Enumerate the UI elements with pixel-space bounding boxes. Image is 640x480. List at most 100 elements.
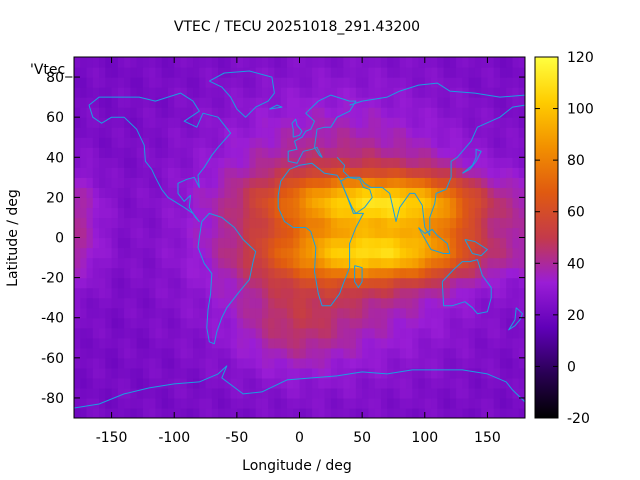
heat-cell <box>124 347 131 359</box>
heat-cell <box>136 87 144 98</box>
heat-cell <box>518 117 525 128</box>
heat-cell <box>224 307 232 319</box>
heat-cell <box>343 67 351 78</box>
heat-cell <box>437 237 445 249</box>
heat-cell <box>318 387 326 399</box>
heat-cell <box>518 367 525 379</box>
heat-cell <box>268 117 276 128</box>
heat-cell <box>105 167 113 178</box>
heat-cell <box>299 217 307 229</box>
heat-cell <box>462 267 470 279</box>
heat-cell <box>243 197 250 209</box>
heat-cell <box>136 157 144 168</box>
heat-cell <box>468 357 476 369</box>
heatmap-cells <box>74 57 525 418</box>
heat-cell <box>380 307 388 319</box>
heat-cell <box>380 237 388 249</box>
heat-cell <box>362 397 369 409</box>
heat-cell <box>443 57 451 68</box>
heat-cell <box>149 257 157 269</box>
heat-cell <box>468 407 476 418</box>
heat-cell <box>437 387 445 399</box>
heat-cell <box>92 267 100 279</box>
heat-cell <box>224 107 232 118</box>
heat-cell <box>374 357 382 369</box>
heat-cell <box>286 257 294 269</box>
heat-cell <box>86 367 94 379</box>
heat-cell <box>155 187 163 198</box>
heat-cell <box>493 407 501 418</box>
heat-cell <box>462 327 470 339</box>
heat-cell <box>343 327 351 339</box>
heat-cell <box>224 287 232 299</box>
heat-cell <box>111 257 119 269</box>
heat-cell <box>312 297 319 309</box>
heat-cell <box>405 197 413 209</box>
heat-cell <box>161 277 169 289</box>
heat-cell <box>324 117 332 128</box>
heat-cell <box>268 187 276 198</box>
heat-cell <box>431 147 438 158</box>
heat-cell <box>174 257 182 269</box>
heat-cell <box>318 327 326 339</box>
heat-cell <box>412 367 420 379</box>
heat-cell <box>299 187 307 198</box>
heat-cell <box>299 267 307 279</box>
heat-cell <box>167 337 175 349</box>
heat-cell <box>312 397 319 409</box>
heat-cell <box>268 217 276 229</box>
heat-cell <box>462 197 470 209</box>
heat-cell <box>456 317 463 329</box>
heat-cell <box>305 327 313 339</box>
heat-cell <box>80 157 88 168</box>
heat-cell <box>255 397 263 409</box>
heat-cell <box>305 217 313 229</box>
heat-cell <box>424 77 432 88</box>
coastline-japan <box>462 148 482 174</box>
heat-cell <box>74 57 81 68</box>
heat-cell <box>374 247 382 259</box>
heat-cell <box>293 127 301 138</box>
heat-cell <box>380 357 388 369</box>
heat-cell <box>405 267 413 279</box>
heat-cell <box>506 327 514 339</box>
heat-cell <box>255 137 263 148</box>
heat-cell <box>312 177 319 188</box>
heat-cell <box>74 117 81 128</box>
heat-cell <box>80 57 88 68</box>
heat-cell <box>431 57 438 68</box>
heat-cell <box>399 117 407 128</box>
heat-cell <box>499 267 507 279</box>
heat-cell <box>236 377 244 389</box>
heat-cell <box>305 87 313 98</box>
heat-cell <box>462 347 470 359</box>
heat-cell <box>299 347 307 359</box>
heat-cell <box>205 277 213 289</box>
heat-cell <box>74 217 81 229</box>
heat-cell <box>343 217 351 229</box>
heat-cell <box>186 67 194 78</box>
heat-cell <box>111 77 119 88</box>
heat-cell <box>99 187 106 198</box>
heat-cell <box>487 317 495 329</box>
heat-cell <box>130 307 138 319</box>
heat-cell <box>412 387 420 399</box>
heat-cell <box>318 117 326 128</box>
heat-cell <box>249 247 257 259</box>
coastline-british-isles <box>291 118 303 138</box>
heat-cell <box>180 67 188 78</box>
heat-cell <box>368 397 376 409</box>
heat-cell <box>456 377 463 389</box>
heat-cell <box>387 177 395 188</box>
heat-cell <box>312 127 319 138</box>
heat-cell <box>105 237 113 249</box>
heat-cell <box>99 167 106 178</box>
heat-cell <box>255 367 263 379</box>
heat-cell <box>243 357 250 369</box>
heat-cell <box>230 217 238 229</box>
heat-cell <box>230 107 238 118</box>
heat-cell <box>243 367 250 379</box>
heat-cell <box>268 367 276 379</box>
heat-cell <box>268 237 276 249</box>
heat-cell <box>431 357 438 369</box>
